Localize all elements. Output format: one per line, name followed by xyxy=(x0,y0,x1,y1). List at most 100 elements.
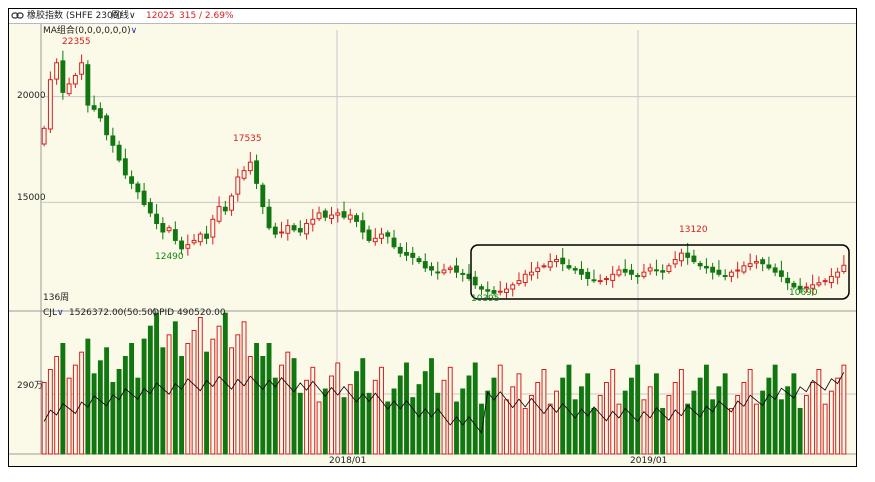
volume-bar xyxy=(391,388,397,455)
candle-body xyxy=(41,127,47,145)
candle-body xyxy=(497,290,503,293)
volume-bar xyxy=(60,343,66,455)
volume-bar xyxy=(816,369,822,455)
candle-body xyxy=(641,271,647,277)
candle-body xyxy=(410,252,416,258)
annotation-peak: 17535 xyxy=(233,134,262,144)
volume-bar xyxy=(479,403,484,455)
candle-body xyxy=(241,170,247,179)
volume-bar xyxy=(129,343,135,455)
volume-bar xyxy=(210,338,216,455)
volume-bar xyxy=(597,395,603,455)
period-selector[interactable]: 周线∨ xyxy=(111,9,136,23)
candle-body xyxy=(635,275,641,278)
volume-bar xyxy=(691,390,697,455)
candle-body xyxy=(604,278,609,281)
volume-bar xyxy=(635,364,641,455)
volume-bar xyxy=(529,395,534,455)
volume-bar xyxy=(785,386,791,455)
volume-bar xyxy=(422,371,428,455)
candle-body xyxy=(760,259,766,265)
candle-body xyxy=(810,284,816,289)
candle-body xyxy=(235,176,241,195)
volume-bar xyxy=(653,373,659,455)
volume-bar xyxy=(522,408,528,455)
candle-body xyxy=(316,212,322,220)
candle-body xyxy=(385,232,391,237)
candle-body xyxy=(678,252,684,262)
candle-body xyxy=(391,237,397,248)
volume-indicator[interactable]: CJL∨ xyxy=(43,308,64,318)
candle-body xyxy=(572,268,578,271)
volume-bar xyxy=(272,377,278,455)
candle-body xyxy=(504,288,509,293)
candle-body xyxy=(341,211,347,218)
candle-body xyxy=(54,62,60,80)
candle-body xyxy=(554,258,559,263)
candle-body xyxy=(435,271,441,274)
candle-body xyxy=(441,269,447,274)
annotation-low-2: 10395 xyxy=(471,294,500,304)
candle-body xyxy=(379,233,384,239)
volume-bar xyxy=(122,356,128,455)
volume-bar xyxy=(728,408,734,455)
candle-body xyxy=(247,161,253,172)
candle-body xyxy=(691,255,697,263)
candle-body xyxy=(85,64,91,106)
candle-body xyxy=(728,271,734,277)
ma-indicator-label[interactable]: MA组合(0,0,0,0,0,0)∨ xyxy=(43,26,137,36)
candle-body xyxy=(610,273,616,281)
volume-bar xyxy=(554,390,559,455)
volume-bar xyxy=(354,371,359,455)
volume-bar xyxy=(697,377,703,455)
candle-body xyxy=(479,286,484,290)
volume-bar xyxy=(372,379,378,455)
volume-bar xyxy=(79,351,85,455)
volume-bar xyxy=(685,403,691,455)
volume-bar xyxy=(622,390,628,455)
volume-bar xyxy=(310,366,316,455)
volume-bar xyxy=(710,399,716,455)
volume-bar xyxy=(304,379,309,455)
volume-bar xyxy=(316,401,322,455)
volume-bar xyxy=(72,364,78,455)
volume-value: 1526372.00(50:50) xyxy=(69,308,157,318)
volume-bar xyxy=(241,321,247,455)
instrument-name: 橡胶指数 (SHFE 2300) xyxy=(27,11,122,21)
candle-body xyxy=(141,190,147,205)
open-interest-line xyxy=(43,372,845,434)
volume-bar xyxy=(822,403,828,455)
volume-bar xyxy=(672,382,678,455)
chevron-down-icon: ∨ xyxy=(130,26,138,36)
candle-body xyxy=(291,225,297,231)
candle-body xyxy=(216,206,222,222)
volume-bar xyxy=(260,356,266,455)
candle-body xyxy=(397,246,403,254)
candle-body xyxy=(129,176,135,184)
candle-body xyxy=(191,239,197,244)
candle-body xyxy=(347,214,353,220)
volume-bar xyxy=(360,358,366,455)
last-price: 12025 xyxy=(146,11,175,21)
volume-bar xyxy=(97,360,103,455)
volume-bar xyxy=(279,364,284,455)
volume-bar xyxy=(735,395,741,455)
volume-bar xyxy=(466,375,472,455)
link-icon[interactable] xyxy=(11,9,25,23)
candle-body xyxy=(791,282,797,288)
candle-body xyxy=(304,223,309,235)
candle-body xyxy=(416,258,422,263)
volume-bar xyxy=(85,338,91,455)
candle-body xyxy=(560,257,566,265)
volume-bar xyxy=(841,364,847,455)
volume-bar xyxy=(741,382,747,455)
volume-bar xyxy=(172,321,178,455)
volume-bar xyxy=(341,397,347,455)
period-label: 周线 xyxy=(111,11,130,21)
candle-body xyxy=(716,269,722,275)
candle-body xyxy=(535,267,541,273)
candle-body xyxy=(529,271,534,276)
candle-body xyxy=(672,258,678,265)
candle-body xyxy=(297,228,303,233)
volume-bar xyxy=(535,382,541,455)
